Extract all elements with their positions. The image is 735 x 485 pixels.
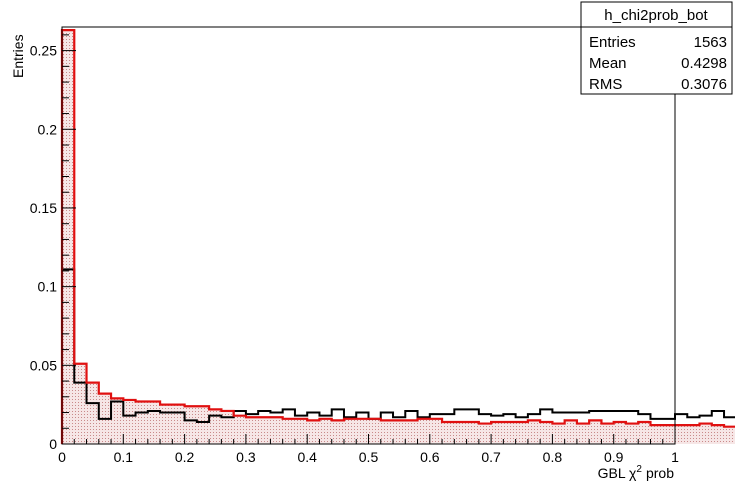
x-axis-title-tail: prob — [646, 465, 674, 481]
stats-value-entries: 1563 — [694, 34, 727, 51]
y-tick-label: 0.25 — [30, 43, 57, 59]
stats-label-mean: Mean — [589, 55, 627, 72]
stats-box: h_chi2prob_bot Entries 1563 Mean 0.4298 … — [580, 1, 733, 95]
x-tick-label: 0.5 — [359, 449, 379, 465]
stats-value-mean: 0.4298 — [681, 55, 727, 72]
x-axis-title: GBL χ2 prob — [598, 464, 675, 481]
stats-label-rms: RMS — [589, 76, 622, 93]
stats-box-frame — [580, 1, 733, 95]
x-tick-label: 0.9 — [604, 449, 624, 465]
x-axis: 0 0.1 0.2 0.3 0.4 0.5 0.6 0.7 0.8 0.9 1 — [58, 434, 679, 465]
x-tick-label: 1 — [671, 449, 679, 465]
y-tick-label: 0.05 — [30, 357, 57, 373]
y-tick-label: 0.1 — [38, 279, 58, 295]
x-tick-label: 0.4 — [297, 449, 317, 465]
x-axis-title-main: GBL — [598, 465, 626, 481]
x-tick-label: 0.8 — [543, 449, 563, 465]
y-axis: 0 0.05 0.1 0.15 0.2 0.25 — [30, 34, 76, 452]
x-axis-title-sup: 2 — [636, 464, 642, 475]
x-tick-label: 0.2 — [175, 449, 195, 465]
y-tick-label: 0.2 — [38, 121, 58, 137]
stats-label-entries: Entries — [589, 34, 636, 51]
stats-value-rms: 0.3076 — [681, 76, 727, 93]
series-2-fill — [62, 30, 735, 444]
x-axis-title-greek: χ — [629, 465, 637, 481]
y-tick-label: 0.15 — [30, 200, 57, 216]
x-tick-label: 0.7 — [481, 449, 501, 465]
x-tick-label: 0.1 — [114, 449, 134, 465]
x-tick-label: 0.6 — [420, 449, 440, 465]
stats-box-title: h_chi2prob_bot — [604, 7, 708, 24]
y-tick-label: 0 — [49, 436, 57, 452]
y-axis-title: Entries — [10, 34, 26, 78]
x-tick-label: 0.3 — [236, 449, 256, 465]
series-2-line — [60, 29, 735, 444]
x-tick-label: 0 — [58, 449, 66, 465]
